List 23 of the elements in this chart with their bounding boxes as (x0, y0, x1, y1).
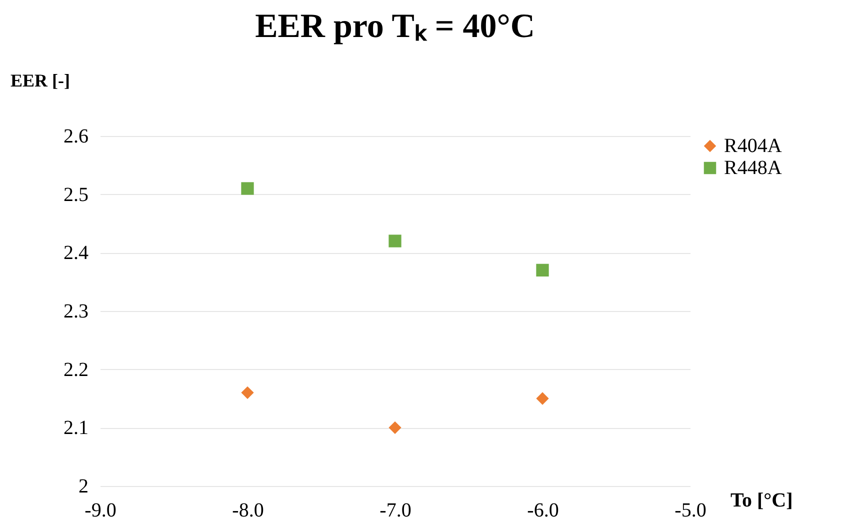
point (388, 234, 402, 248)
x-tick-label: -5.0 (674, 500, 706, 522)
x-tick-label: -7.0 (380, 500, 412, 522)
y-axis-title: EER [-] (10, 70, 70, 90)
legend-label: R448A (724, 157, 782, 179)
point (241, 182, 254, 195)
y-tick-label: 2.6 (64, 126, 88, 148)
y-tick-label: 2 (78, 476, 88, 498)
y-tick-label: 2.2 (64, 358, 88, 381)
x-tick-label: -9.0 (84, 500, 116, 522)
point (536, 392, 549, 405)
x-tick-label: -8.0 (232, 500, 264, 522)
y-tick-label: 2.5 (64, 184, 88, 206)
y-tick-label: 2.1 (64, 417, 88, 440)
point (536, 264, 549, 276)
x-tick-label: -6.0 (527, 500, 559, 522)
y-tick-label: 2.3 (64, 300, 88, 322)
legend-label: R404A (724, 135, 782, 157)
y-tick-label: 2.4 (64, 242, 88, 264)
point (241, 386, 254, 399)
x-axis-title: To [°C] (730, 490, 793, 512)
chart-title: EER pro Tₖ = 40°C (255, 8, 535, 45)
point (388, 421, 402, 434)
